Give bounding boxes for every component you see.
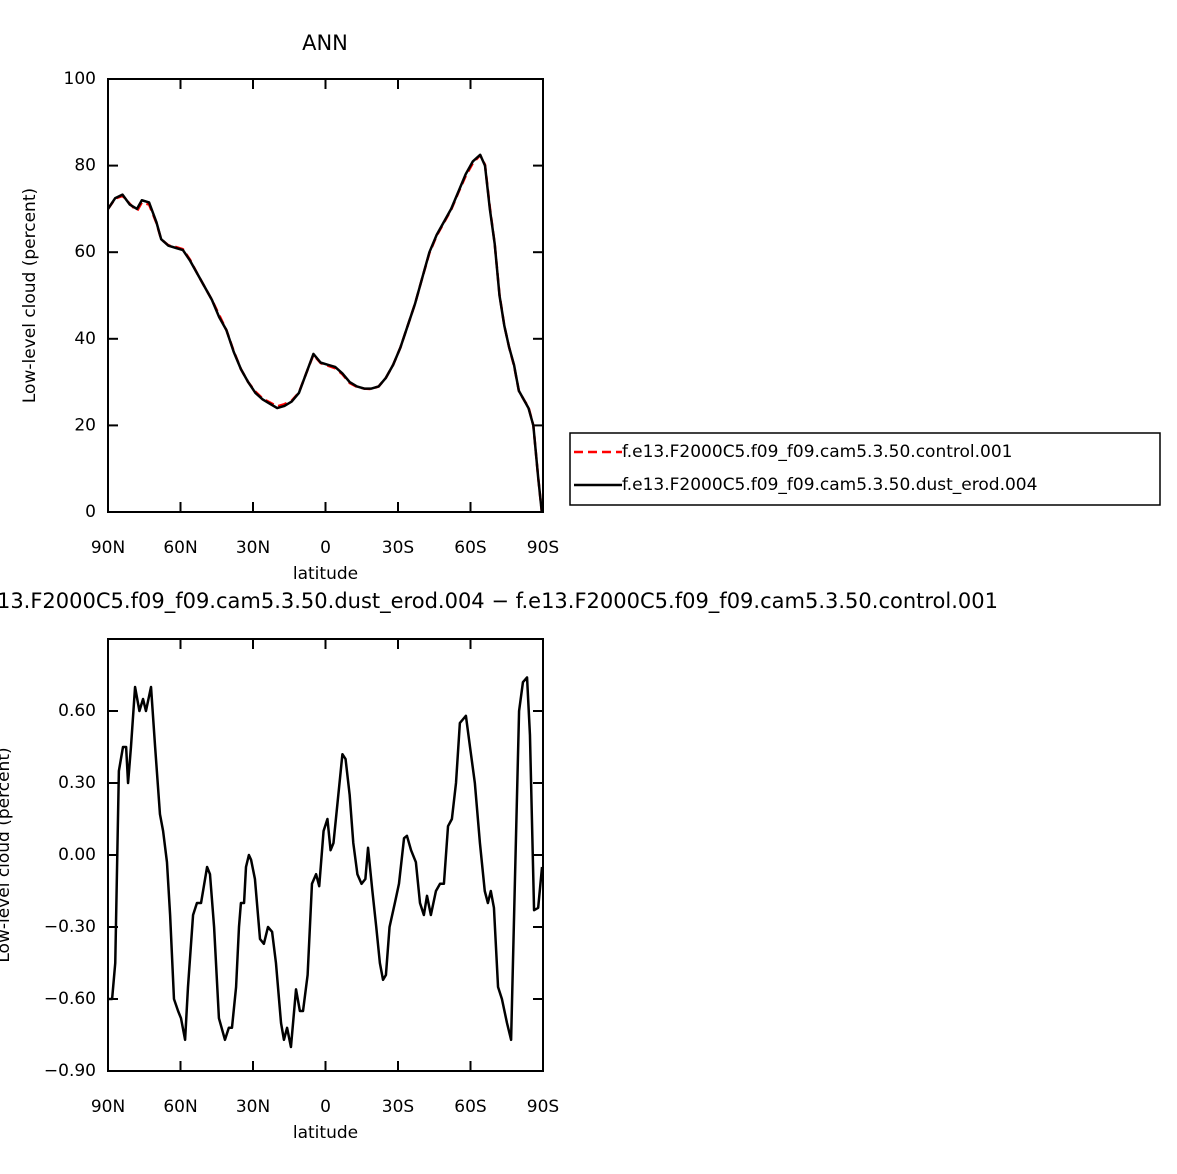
- y-axis-label: Low-level cloud (percent): [20, 188, 40, 403]
- x-tick-label: 0: [320, 538, 331, 558]
- y-tick-label: 100: [64, 69, 96, 89]
- chart-title: ANN: [302, 31, 348, 55]
- y-tick-label: 40: [74, 329, 96, 349]
- y-tick-label: 0.60: [58, 701, 96, 721]
- x-tick-label: 60N: [163, 538, 197, 558]
- x-axis-label: latitude: [293, 1123, 358, 1143]
- y-tick-label: −0.90: [44, 1061, 96, 1081]
- x-tick-label: 90S: [527, 538, 559, 558]
- x-tick-label: 0: [320, 1097, 331, 1117]
- legend-box: [569, 432, 1161, 506]
- y-tick-label: 0.00: [58, 845, 96, 865]
- x-tick-label: 30N: [236, 538, 270, 558]
- x-tick-label: 60N: [163, 1097, 197, 1117]
- y-tick-label: −0.60: [44, 989, 96, 1009]
- y-tick-label: 80: [74, 156, 96, 176]
- data-line: [106, 153, 544, 513]
- legend-label: f.e13.F2000C5.f09_f09.cam5.3.50.control.…: [622, 442, 1013, 462]
- data-line: [106, 153, 544, 513]
- x-tick-label: 60S: [454, 538, 486, 558]
- plot-frame: [107, 78, 544, 513]
- chart-title: f.e13.F2000C5.f09_f09.cam5.3.50.dust_ero…: [0, 589, 998, 614]
- y-tick-label: 20: [74, 415, 96, 435]
- legend-label: f.e13.F2000C5.f09_f09.cam5.3.50.dust_ero…: [622, 475, 1037, 495]
- y-axis-label: Low-level cloud (percent): [0, 747, 14, 962]
- x-tick-label: 90N: [91, 538, 125, 558]
- x-tick-label: 90S: [527, 1097, 559, 1117]
- data-line: [108, 676, 544, 1049]
- x-tick-label: 30S: [382, 1097, 414, 1117]
- x-tick-label: 60S: [454, 1097, 486, 1117]
- y-tick-label: 0: [85, 502, 96, 522]
- plot-frame: [107, 638, 544, 1072]
- x-tick-label: 30S: [382, 538, 414, 558]
- x-tick-label: 90N: [91, 1097, 125, 1117]
- x-tick-label: 30N: [236, 1097, 270, 1117]
- y-tick-label: 60: [74, 242, 96, 262]
- y-tick-label: 0.30: [58, 773, 96, 793]
- y-tick-label: −0.30: [44, 917, 96, 937]
- x-axis-label: latitude: [293, 564, 358, 584]
